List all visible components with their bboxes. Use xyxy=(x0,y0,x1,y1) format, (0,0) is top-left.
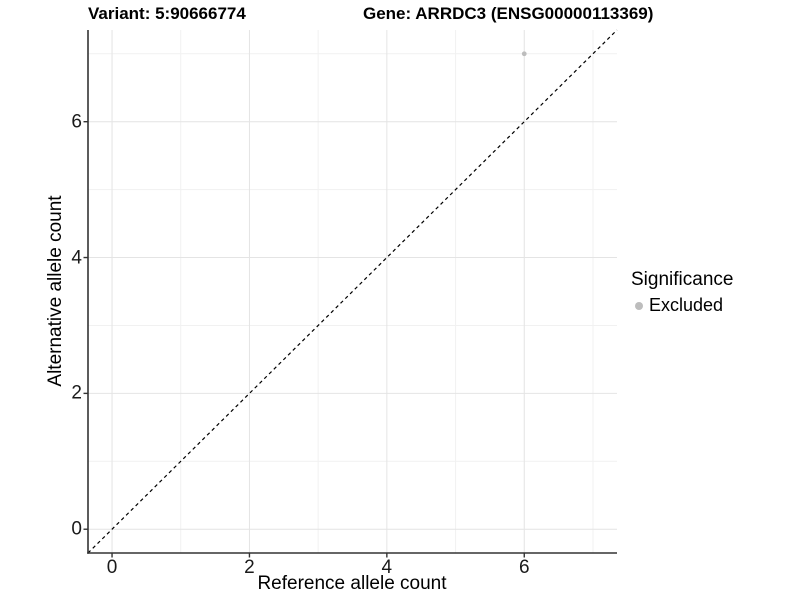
data-point xyxy=(521,51,527,57)
y-tick-label: 2 xyxy=(71,382,82,404)
legend-item-excluded: Excluded xyxy=(629,295,733,316)
y-tick-label: 4 xyxy=(71,247,82,269)
legend-item-label: Excluded xyxy=(649,295,724,315)
x-tick-label: 4 xyxy=(381,557,393,578)
x-tick-label: 2 xyxy=(244,557,255,578)
variant-title: Variant: 5:90666774 xyxy=(88,4,246,23)
identity-dashed-line xyxy=(87,29,618,554)
legend: Significance Excluded xyxy=(629,269,733,316)
gene-title: Gene: ARRDC3 (ENSG00000113369) xyxy=(363,4,654,23)
y-tick-label: 6 xyxy=(71,111,82,133)
x-axis-title: Reference allele count xyxy=(257,573,447,594)
excluded-point-icon xyxy=(635,301,643,310)
x-tick-label: 6 xyxy=(518,557,530,578)
y-tick-label: 0 xyxy=(71,518,82,540)
x-tick-label: 0 xyxy=(106,557,118,578)
legend-title: Significance xyxy=(631,269,734,290)
y-axis-title: Alternative allele count xyxy=(45,195,66,387)
